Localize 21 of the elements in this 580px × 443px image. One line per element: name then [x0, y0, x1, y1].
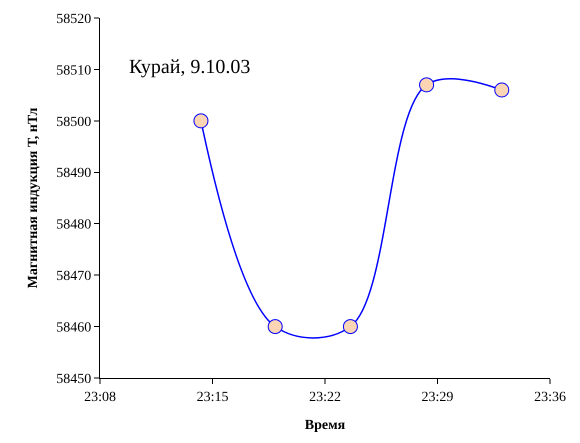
point	[419, 77, 434, 92]
y-tick-label: 58480	[56, 218, 92, 233]
y-tick-label: 58520	[56, 12, 92, 27]
x-tick-label: 23:36	[534, 390, 566, 405]
point	[193, 113, 208, 128]
y-tick-label: 58500	[56, 114, 92, 130]
y-tick-label: 58470	[56, 269, 92, 284]
x-tick-label: 23:29	[422, 390, 454, 405]
x-tick-label: 23:15	[196, 390, 228, 405]
point	[494, 82, 510, 98]
annotation: Курай, 9.10.03	[129, 56, 250, 78]
point	[342, 319, 358, 334]
y-tick-label: 58510	[56, 63, 92, 78]
y-tick-label: 58450	[56, 372, 92, 387]
y-tick-label: 58460	[56, 320, 92, 336]
y-axis-title: Магнитная индукция Т, нТл	[26, 108, 41, 288]
y-tick-label: 58490	[56, 166, 92, 182]
x-axis-title: Время	[304, 418, 346, 434]
point	[268, 319, 283, 334]
x-tick-label: 23:08	[84, 390, 116, 405]
x-tick-label: 23:22	[309, 390, 341, 405]
